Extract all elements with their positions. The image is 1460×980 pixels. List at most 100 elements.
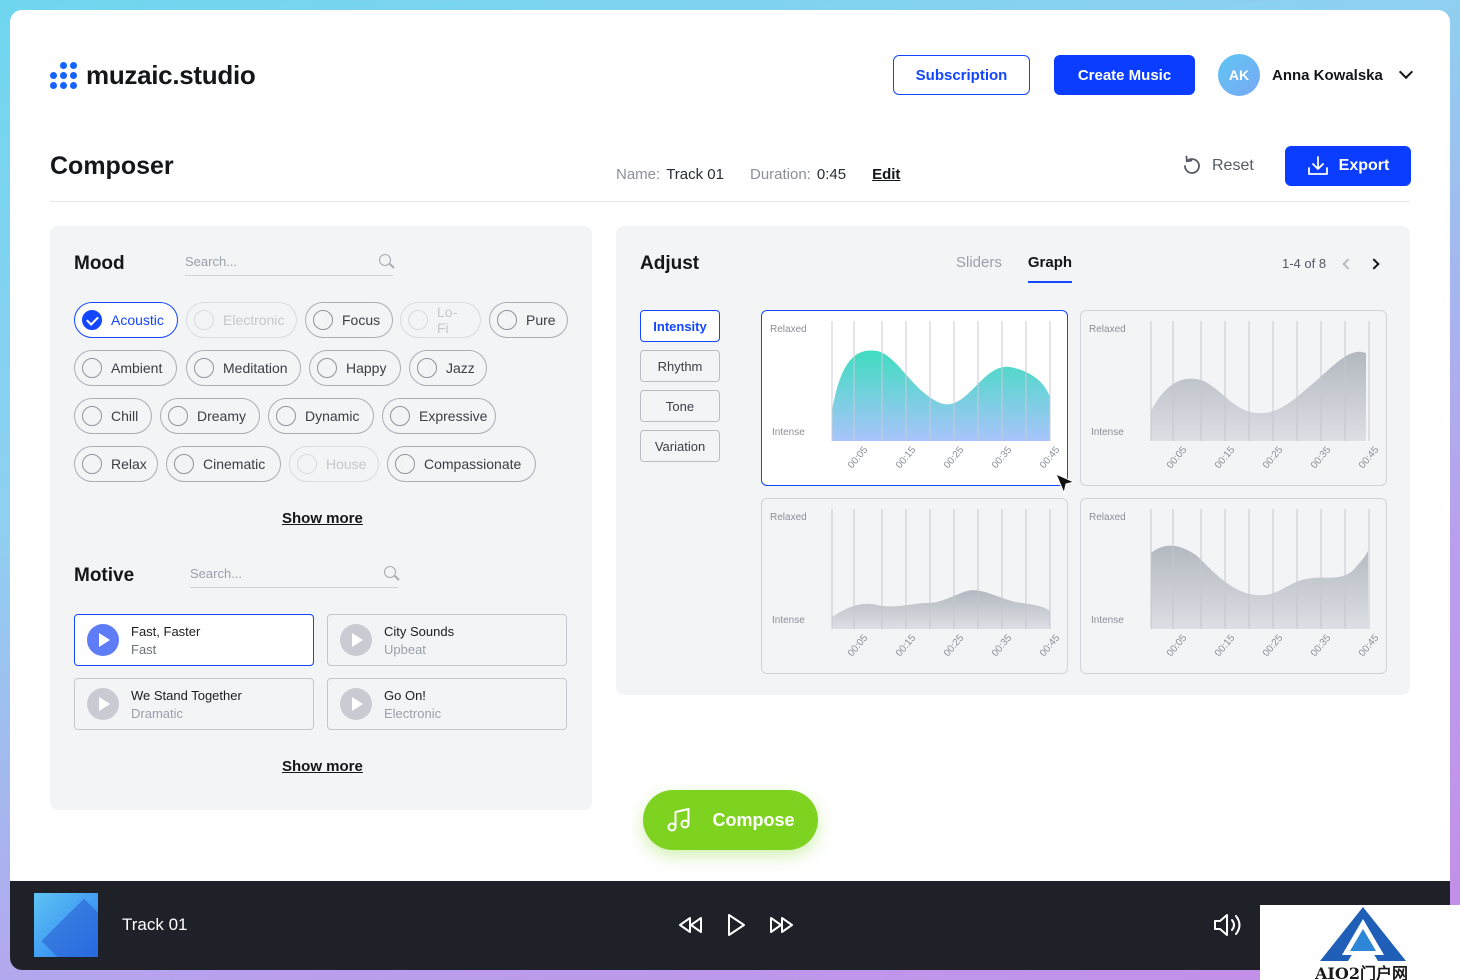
mood-chip-chill[interactable]: Chill xyxy=(74,398,152,434)
tab-graph[interactable]: Graph xyxy=(1027,254,1073,283)
mood-chip-relax[interactable]: Relax xyxy=(74,446,158,482)
duration-label: Duration: xyxy=(749,166,811,183)
param-rhythm[interactable]: Rhythm xyxy=(640,350,720,382)
motive-text: City Sounds Upbeat xyxy=(384,624,454,657)
pagination: 1-4 of 8 xyxy=(1282,256,1380,271)
motive-card[interactable]: City Sounds Upbeat xyxy=(327,614,567,666)
volume-icon[interactable] xyxy=(1212,911,1244,939)
mood-chip-label: Lo-Fi xyxy=(437,304,458,336)
param-tone[interactable]: Tone xyxy=(640,390,720,422)
radio-circle-icon xyxy=(497,310,517,330)
time-tick-label: 00:35 xyxy=(1309,444,1334,471)
motive-show-more-link[interactable]: Show more xyxy=(282,758,363,775)
time-tick-label: 00:45 xyxy=(1038,632,1063,659)
logo[interactable]: muzaic.studio xyxy=(50,60,256,91)
mood-chip-cinematic[interactable]: Cinematic xyxy=(166,446,281,482)
motive-title: Fast, Faster xyxy=(131,623,201,639)
time-tick-label: 00:15 xyxy=(894,444,919,471)
play-icon[interactable] xyxy=(87,624,119,656)
motive-search-input[interactable]: Search... xyxy=(190,558,398,588)
time-tick-label: 00:15 xyxy=(1213,444,1238,471)
intensity-area xyxy=(832,590,1050,629)
radio-circle-icon xyxy=(313,310,333,330)
mood-chip-label: Pure xyxy=(526,312,556,328)
reset-label: Reset xyxy=(1212,157,1254,174)
mood-chip-pure[interactable]: Pure xyxy=(489,302,568,338)
compose-button[interactable]: Compose xyxy=(643,790,818,850)
adjust-tabs: Sliders Graph xyxy=(956,254,1073,283)
rewind-icon[interactable] xyxy=(676,911,704,939)
time-tick-label: 00:15 xyxy=(894,632,919,659)
name-value: Track 01 xyxy=(666,166,724,183)
app-window: muzaic.studio Subscription Create Music … xyxy=(10,10,1450,970)
mood-show-more-link[interactable]: Show more xyxy=(282,510,363,527)
graph-card[interactable]: 00:05 00:15 00:25 00:35 00:45 Relaxed Intense xyxy=(761,310,1068,486)
motive-card[interactable]: Go On! Electronic xyxy=(327,678,567,730)
graph-card[interactable]: 00:05 00:15 00:25 00:35 00:45 Relaxed Intense xyxy=(761,498,1068,674)
mood-chip-dynamic[interactable]: Dynamic xyxy=(268,398,374,434)
mood-chip-expressive[interactable]: Expressive xyxy=(382,398,496,434)
radio-circle-icon xyxy=(395,454,415,474)
play-icon[interactable] xyxy=(87,688,119,720)
create-music-button[interactable]: Create Music xyxy=(1054,55,1195,95)
mood-chip-label: Happy xyxy=(346,360,387,376)
param-intensity[interactable]: Intensity xyxy=(640,310,720,342)
mood-chip-acoustic[interactable]: Acoustic xyxy=(74,302,178,338)
play-icon[interactable] xyxy=(340,624,372,656)
radio-circle-icon xyxy=(194,310,214,330)
motive-card[interactable]: We Stand Together Dramatic xyxy=(74,678,314,730)
time-tick-label: 00:25 xyxy=(1261,444,1286,471)
music-note-icon xyxy=(667,808,690,832)
motive-card[interactable]: Fast, Faster Fast xyxy=(74,614,314,666)
mood-chip-compassionate[interactable]: Compassionate xyxy=(387,446,536,482)
mood-chip-house[interactable]: House xyxy=(289,446,379,482)
graph-svg: 00:05 00:15 00:25 00:35 00:45 xyxy=(831,321,1063,471)
fast-forward-icon[interactable] xyxy=(768,911,796,939)
mood-chip-focus[interactable]: Focus xyxy=(305,302,393,338)
mood-chip-label: Compassionate xyxy=(424,456,522,472)
play-icon[interactable] xyxy=(340,688,372,720)
radio-circle-icon xyxy=(82,454,102,474)
intensity-area xyxy=(1151,351,1366,441)
chevron-left-icon[interactable] xyxy=(1342,257,1354,270)
radio-circle-icon xyxy=(174,454,194,474)
reset-button[interactable]: Reset xyxy=(1180,154,1254,178)
time-tick-label: 00:35 xyxy=(990,632,1015,659)
mood-chip-happy[interactable]: Happy xyxy=(309,350,401,386)
mood-chip-lo-fi[interactable]: Lo-Fi xyxy=(400,302,481,338)
intensity-area xyxy=(1151,545,1368,629)
player-bar: Track 01 xyxy=(10,881,1450,970)
tab-sliders[interactable]: Sliders xyxy=(956,254,1002,271)
motive-title: Motive xyxy=(74,565,135,586)
player-controls xyxy=(676,911,796,939)
motive-title: City Sounds xyxy=(384,623,455,639)
param-variation[interactable]: Variation xyxy=(640,430,720,462)
radio-circle-icon xyxy=(417,358,437,378)
time-tick-label: 00:45 xyxy=(1357,444,1382,471)
export-button[interactable]: Export xyxy=(1285,146,1411,186)
divider xyxy=(50,201,1410,202)
graph-intense-label: Intense xyxy=(1091,615,1124,626)
user-menu[interactable]: AK Anna Kowalska xyxy=(1218,54,1413,96)
mood-chip-electronic[interactable]: Electronic xyxy=(186,302,297,338)
mood-chip-dreamy[interactable]: Dreamy xyxy=(160,398,260,434)
subscription-button[interactable]: Subscription xyxy=(893,55,1030,95)
mood-chip-label: Acoustic xyxy=(111,312,164,328)
mood-chip-meditation[interactable]: Meditation xyxy=(186,350,301,386)
chevron-down-icon[interactable] xyxy=(1398,64,1413,80)
track-meta: Name: Track 01 Duration: 0:45 Edit xyxy=(616,166,900,183)
mood-search-input[interactable]: Search... xyxy=(185,246,393,276)
mood-chip-jazz[interactable]: Jazz xyxy=(409,350,487,386)
chevron-right-icon[interactable] xyxy=(1368,257,1380,270)
play-icon[interactable] xyxy=(724,911,748,939)
mood-chip-label: Ambient xyxy=(111,360,163,376)
motive-text: We Stand Together Dramatic xyxy=(131,688,242,721)
track-cover xyxy=(34,893,98,957)
graph-card[interactable]: 00:05 00:15 00:25 00:35 00:45 Relaxed Intense xyxy=(1080,498,1387,674)
graph-card[interactable]: 00:05 00:15 00:25 00:35 00:45 Relaxed Intense xyxy=(1080,310,1387,486)
mood-chip-label: Expressive xyxy=(419,408,488,424)
motive-subtitle: Electronic xyxy=(384,705,442,721)
edit-link[interactable]: Edit xyxy=(872,166,901,183)
mood-chip-ambient[interactable]: Ambient xyxy=(74,350,177,386)
user-name: Anna Kowalska xyxy=(1272,66,1383,84)
